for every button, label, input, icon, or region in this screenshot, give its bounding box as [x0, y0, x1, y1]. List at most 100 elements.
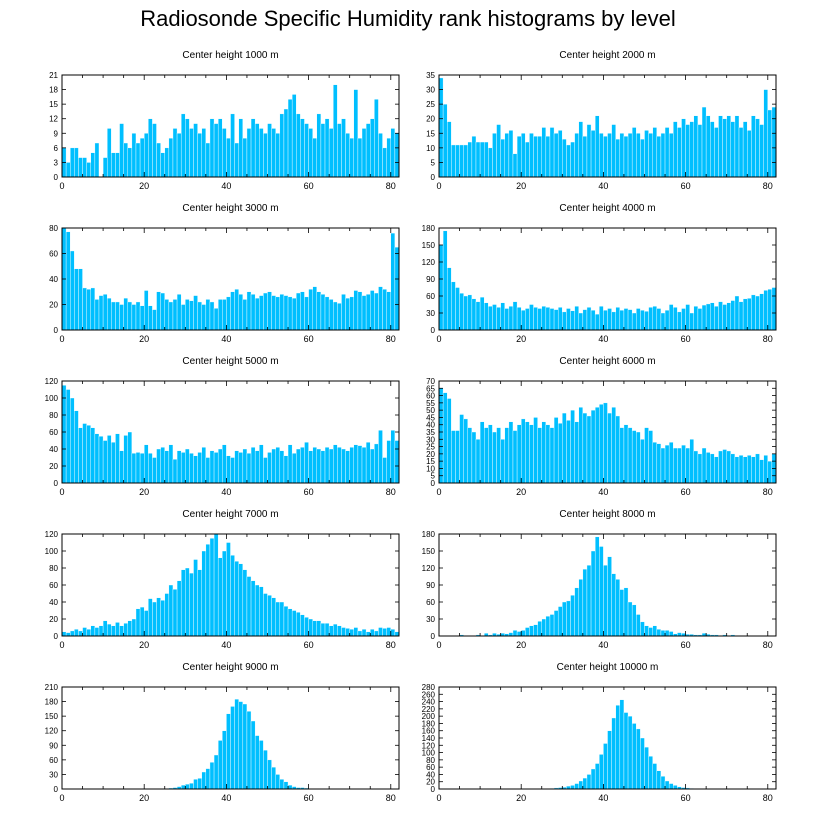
y-tick-label: 100: [45, 394, 59, 403]
x-tick-label: 0: [436, 793, 441, 803]
histogram-bar: [176, 133, 182, 178]
histogram-bar: [710, 121, 715, 178]
histogram-bar: [631, 723, 637, 790]
y-tick-label: 0: [54, 479, 59, 488]
y-tick-label: 180: [45, 698, 59, 707]
histogram-bar: [668, 783, 674, 790]
histogram-bar: [693, 306, 699, 331]
histogram-bar: [345, 450, 350, 484]
histogram-bar: [205, 142, 211, 178]
histogram-bar: [205, 768, 211, 790]
histogram-bar: [263, 749, 268, 790]
histogram-bar: [525, 627, 530, 637]
histogram-bar: [370, 629, 375, 637]
histogram-bar: [705, 303, 711, 331]
histogram-bar: [263, 133, 268, 178]
histogram-bar: [689, 121, 695, 178]
histogram-bar: [370, 118, 375, 178]
histogram-bar: [246, 711, 252, 790]
y-tick-label: 30: [426, 435, 435, 444]
histogram-bar: [74, 410, 79, 484]
histogram-bar: [180, 304, 186, 331]
x-tick-label: 20: [139, 334, 149, 344]
y-tick-label: 150: [422, 241, 436, 250]
x-tick-label: 60: [304, 640, 314, 650]
histogram-bar: [230, 555, 235, 637]
histogram-bar: [86, 289, 91, 331]
histogram-bar: [541, 127, 547, 178]
histogram-bar: [316, 113, 322, 178]
y-tick-label: 60: [49, 250, 58, 259]
y-tick-label: 80: [49, 564, 58, 573]
histogram-bar: [242, 569, 248, 637]
histogram-bar: [98, 436, 104, 484]
y-tick-label: 280: [422, 683, 436, 692]
histogram-bar: [287, 296, 293, 331]
histogram-bar: [135, 452, 141, 484]
histogram-bar: [730, 300, 736, 331]
histogram-bar: [578, 579, 584, 637]
plot-frame: [61, 74, 400, 178]
histogram-bar: [361, 447, 367, 484]
histogram-bar: [549, 427, 555, 484]
y-tick-label: 35: [426, 71, 435, 80]
histogram-bar: [689, 439, 695, 484]
histogram-bar: [562, 311, 567, 331]
y-tick-label: 40: [426, 770, 435, 779]
y-tick-label: 200: [422, 712, 436, 721]
histogram-bar: [98, 625, 104, 637]
histogram-bar: [533, 307, 538, 331]
histogram-bar: [267, 759, 272, 790]
histogram-bar: [148, 305, 153, 331]
histogram-bar: [180, 113, 186, 178]
histogram-bar: [488, 306, 493, 331]
histogram-bar: [209, 301, 215, 331]
histogram-bar: [119, 123, 124, 178]
histogram-bar: [516, 135, 522, 178]
histogram-bar: [234, 450, 239, 484]
histogram-bar: [594, 763, 600, 790]
histogram-bar: [586, 415, 592, 484]
histogram-bar: [459, 414, 464, 484]
y-tick-label: 30: [49, 770, 58, 779]
histogram-bar: [500, 302, 505, 331]
histogram-bar: [603, 743, 608, 790]
histogram-bar: [378, 430, 383, 484]
histogram-bar: [337, 447, 342, 484]
histogram-bar: [382, 289, 387, 331]
histogram-bar: [508, 306, 514, 331]
histogram-bar: [623, 712, 629, 790]
histogram-bar: [254, 297, 260, 331]
y-tick-label: 18: [49, 86, 58, 95]
histogram-bar: [611, 573, 616, 637]
histogram-bar: [710, 453, 715, 484]
histogram-bar: [652, 127, 658, 178]
x-tick-label: 40: [598, 334, 608, 344]
histogram-bar: [308, 618, 313, 637]
y-tick-label: 260: [422, 690, 436, 699]
histogram-bar: [160, 292, 165, 331]
histogram-bar: [168, 444, 174, 484]
x-tick-label: 40: [221, 487, 231, 497]
histogram-bar: [615, 705, 621, 790]
histogram-bar: [374, 630, 379, 637]
histogram-bar: [222, 730, 227, 790]
histogram-bar: [209, 538, 215, 637]
histogram-bar: [570, 595, 575, 637]
histogram-bar: [259, 295, 264, 331]
histogram-bar: [217, 299, 223, 331]
histogram-bar: [279, 779, 285, 790]
x-tick-label: 40: [598, 640, 608, 650]
histogram-bar: [115, 301, 120, 331]
histogram-bar: [193, 123, 198, 178]
y-tick-label: 60: [426, 292, 435, 301]
histogram-bar: [442, 392, 448, 484]
y-tick-label: 25: [426, 100, 435, 109]
y-tick-label: 0: [54, 785, 59, 794]
histogram-bar: [226, 137, 231, 178]
histogram-bar: [738, 127, 744, 178]
y-tick-label: 120: [422, 741, 436, 750]
histogram-bar: [484, 302, 489, 331]
histogram-bar: [90, 152, 96, 178]
histogram-bar: [324, 623, 330, 637]
